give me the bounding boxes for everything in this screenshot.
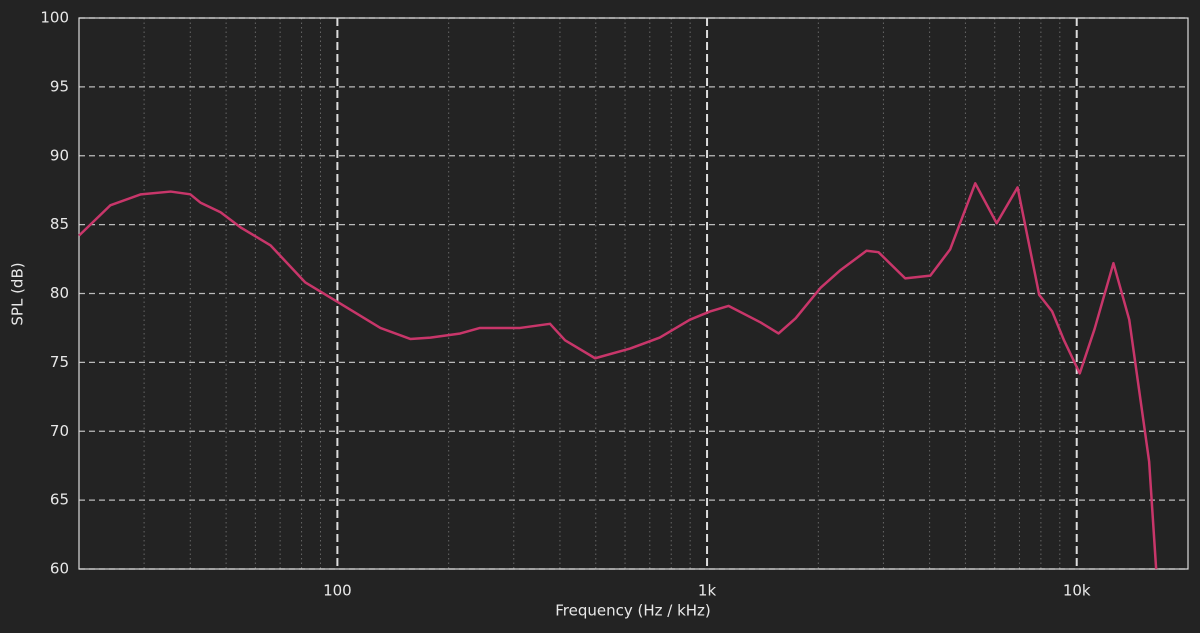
y-axis-label: SPL (dB) [9, 262, 27, 325]
y-tick-label: 95 [50, 77, 69, 95]
x-tick-label: 1k [698, 582, 717, 600]
x-tick-label: 100 [323, 582, 352, 600]
series-line [78, 182, 1158, 570]
x-tick-label: 10k [1063, 582, 1091, 600]
y-tick-label: 85 [50, 215, 69, 233]
y-tick-label: 100 [40, 9, 69, 27]
plot-frame [78, 17, 1189, 570]
y-tick-label: 65 [50, 491, 69, 509]
x-axis-label: Frequency (Hz / kHz) [555, 602, 711, 620]
y-tick-label: 60 [50, 560, 69, 578]
y-tick-label: 80 [50, 284, 69, 302]
y-tick-label: 90 [50, 146, 69, 164]
y-tick-label: 75 [50, 353, 69, 371]
y-tick-label: 70 [50, 422, 69, 440]
